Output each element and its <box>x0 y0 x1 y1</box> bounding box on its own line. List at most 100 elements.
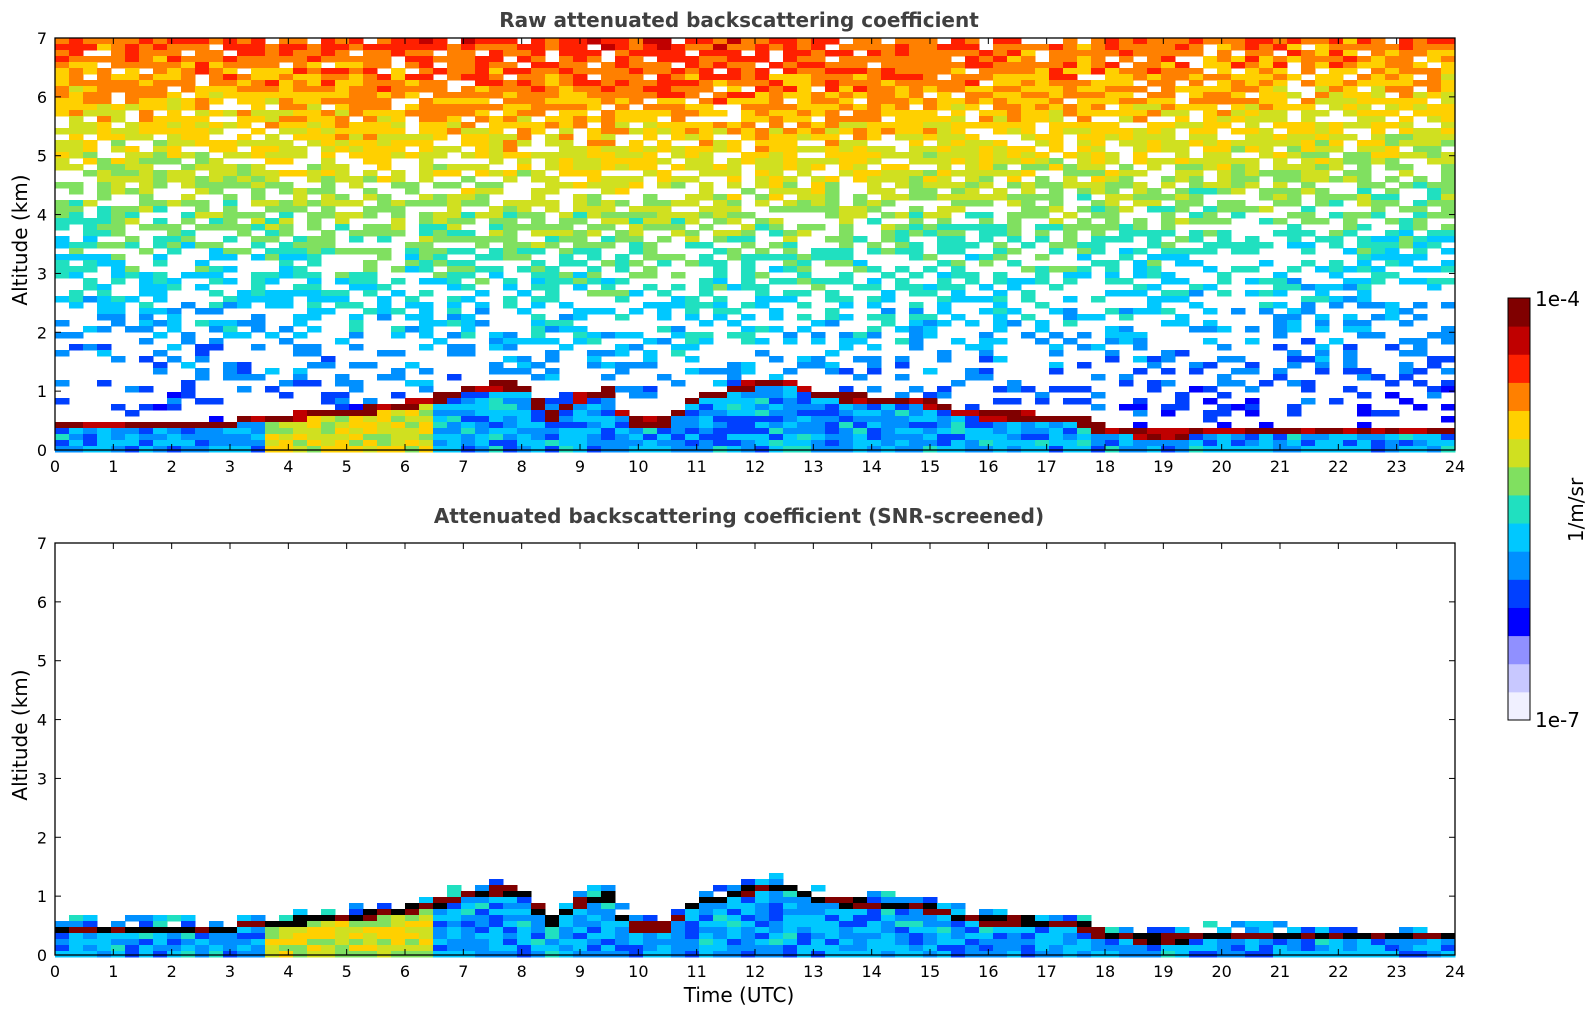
heatmap-cell <box>1441 92 1456 99</box>
heatmap-cell <box>1105 206 1120 213</box>
heatmap-cell <box>1189 212 1204 219</box>
heatmap-cell <box>265 140 280 147</box>
heatmap-cell <box>1007 260 1022 267</box>
heatmap-cell <box>1315 434 1330 441</box>
heatmap-cell <box>909 314 924 321</box>
heatmap-cell <box>1343 362 1358 369</box>
heatmap-cell <box>755 38 770 45</box>
heatmap-cell <box>895 428 910 435</box>
heatmap-cell <box>951 152 966 159</box>
heatmap-cell <box>1441 212 1456 219</box>
heatmap-cell <box>1077 98 1092 105</box>
heatmap-cell <box>1231 62 1246 69</box>
heatmap-cell <box>517 266 532 273</box>
heatmap-cell <box>587 927 602 934</box>
heatmap-cell <box>167 50 182 57</box>
heatmap-cell <box>125 158 140 165</box>
heatmap-cell <box>167 224 182 231</box>
heatmap-cell <box>1203 146 1218 153</box>
heatmap-cell <box>83 68 98 75</box>
heatmap-cell <box>1441 62 1456 69</box>
heatmap-cell <box>559 140 574 147</box>
heatmap-cell <box>615 903 630 910</box>
heatmap-cell <box>1161 140 1176 147</box>
heatmap-cell <box>223 92 238 99</box>
heatmap-cell <box>237 38 252 45</box>
heatmap-cell <box>1371 92 1386 99</box>
heatmap-cell <box>1217 218 1232 225</box>
heatmap-cell <box>251 416 266 423</box>
heatmap-cell <box>923 416 938 423</box>
heatmap-cell <box>153 422 168 429</box>
heatmap-cell <box>139 38 154 45</box>
heatmap-cell <box>447 320 462 327</box>
heatmap-cell <box>419 98 434 105</box>
heatmap-cell <box>895 182 910 189</box>
heatmap-cell <box>699 140 714 147</box>
heatmap-cell <box>1287 440 1302 447</box>
heatmap-cell <box>111 206 126 213</box>
heatmap-cell <box>671 68 686 75</box>
heatmap-cell <box>475 104 490 111</box>
heatmap-cell <box>1343 314 1358 321</box>
heatmap-cell <box>657 927 672 934</box>
heatmap-cell <box>1245 362 1260 369</box>
heatmap-cell <box>811 134 826 141</box>
heatmap-cell <box>293 38 308 45</box>
heatmap-cell <box>475 74 490 81</box>
heatmap-cell <box>839 56 854 63</box>
heatmap-cell <box>615 362 630 369</box>
heatmap-cell <box>783 86 798 93</box>
heatmap-cell <box>1301 284 1316 291</box>
heatmap-cell <box>769 122 784 129</box>
heatmap-cell <box>979 146 994 153</box>
heatmap-cell <box>909 386 924 393</box>
heatmap-cell <box>139 915 154 922</box>
heatmap-cell <box>223 176 238 183</box>
heatmap-cell <box>1399 242 1414 249</box>
heatmap-cell <box>867 368 882 375</box>
heatmap-cell <box>629 80 644 87</box>
heatmap-cell <box>853 392 868 399</box>
heatmap-cell <box>657 62 672 69</box>
heatmap-cell <box>965 212 980 219</box>
heatmap-cell <box>601 915 616 922</box>
heatmap-cell <box>559 314 574 321</box>
heatmap-cell <box>741 446 756 453</box>
heatmap-cell <box>1301 62 1316 69</box>
heatmap-cell <box>867 218 882 225</box>
heatmap-cell <box>1427 386 1442 393</box>
heatmap-cell <box>1021 194 1036 201</box>
heatmap-cell <box>713 921 728 928</box>
heatmap-cell <box>209 422 224 429</box>
heatmap-cell <box>167 428 182 435</box>
heatmap-cell <box>307 314 322 321</box>
heatmap-cell <box>335 62 350 69</box>
heatmap-cell <box>1245 158 1260 165</box>
heatmap-cell <box>335 86 350 93</box>
heatmap-cell <box>475 242 490 249</box>
heatmap-cell <box>531 326 546 333</box>
heatmap-cell <box>811 248 826 255</box>
heatmap-cell <box>419 200 434 207</box>
heatmap-cell <box>1007 116 1022 123</box>
heatmap-cell <box>447 236 462 243</box>
heatmap-cell <box>671 92 686 99</box>
heatmap-cell <box>1105 332 1120 339</box>
heatmap-cell <box>1427 266 1442 273</box>
heatmap-cell <box>1175 86 1190 93</box>
heatmap-cell <box>615 122 630 129</box>
heatmap-cell <box>1371 152 1386 159</box>
heatmap-cell <box>377 134 392 141</box>
heatmap-cell <box>1399 122 1414 129</box>
heatmap-cell <box>783 206 798 213</box>
heatmap-cell <box>601 152 616 159</box>
heatmap-cell <box>1231 446 1246 453</box>
heatmap-cell <box>1441 266 1456 273</box>
heatmap-cell <box>237 915 252 922</box>
heatmap-cell <box>741 410 756 417</box>
heatmap-cell <box>755 290 770 297</box>
heatmap-cell <box>125 326 140 333</box>
heatmap-cell <box>461 140 476 147</box>
heatmap-cell <box>573 927 588 934</box>
